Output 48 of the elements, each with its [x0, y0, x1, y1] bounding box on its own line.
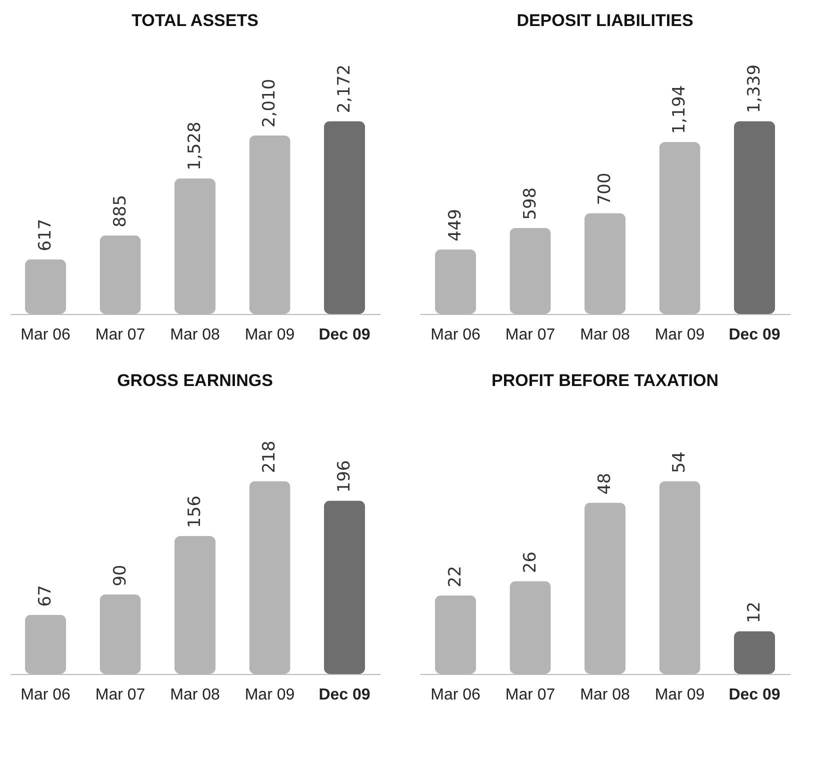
chart-title: TOTAL ASSETS — [132, 11, 258, 30]
x-tick-label: Mar 08 — [580, 686, 630, 704]
data-label: 598 — [520, 187, 540, 220]
x-tick-label: Mar 06 — [430, 686, 481, 704]
data-label: 700 — [595, 172, 615, 206]
data-label: 12 — [744, 602, 764, 624]
data-label: 48 — [595, 472, 615, 495]
chart-title: DEPOSIT LIABILITIES — [516, 11, 694, 30]
bar — [324, 121, 366, 314]
x-tick-label: Mar 07 — [95, 686, 146, 704]
x-tick-label: Mar 09 — [654, 686, 705, 704]
data-label: 885 — [110, 194, 130, 228]
x-tick-label: Mar 08 — [580, 326, 630, 344]
x-tick-label: Mar 06 — [20, 326, 71, 344]
x-tick-label: Mar 06 — [430, 326, 481, 344]
data-label: 156 — [185, 496, 205, 528]
data-label: 617 — [36, 218, 56, 252]
chart-title: GROSS EARNINGS — [117, 371, 273, 390]
x-tick-label: Mar 07 — [505, 686, 556, 704]
x-tick-label: Mar 09 — [244, 686, 295, 704]
x-tick-label: Dec 09 — [728, 686, 780, 704]
x-tick-label: Dec 09 — [318, 686, 370, 704]
data-label: 26 — [520, 552, 540, 574]
data-label: 2,010 — [260, 78, 280, 128]
x-tick-label: Mar 09 — [654, 326, 705, 344]
data-label: 218 — [260, 440, 280, 474]
x-tick-label: Dec 09 — [318, 326, 370, 344]
x-tick-label: Mar 09 — [244, 326, 295, 344]
x-tick-label: Mar 07 — [505, 326, 556, 344]
x-tick-label: Mar 06 — [20, 686, 71, 704]
x-tick-label: Mar 07 — [95, 326, 146, 344]
bar — [734, 121, 776, 314]
bar — [324, 500, 366, 674]
data-label: 54 — [670, 452, 690, 474]
x-tick-label: Dec 09 — [728, 326, 780, 344]
data-label: 449 — [446, 208, 466, 242]
data-label: 196 — [334, 460, 354, 493]
data-label: 2,172 — [334, 64, 354, 114]
data-label: 67 — [36, 585, 56, 607]
data-label: 1,528 — [185, 122, 205, 170]
chart-title: PROFIT BEFORE TAXATION — [492, 371, 718, 390]
data-label: 1,194 — [670, 85, 690, 134]
x-tick-label: Mar 08 — [170, 326, 220, 344]
bar — [734, 631, 776, 674]
data-label: 1,339 — [744, 64, 764, 114]
x-tick-label: Mar 08 — [170, 686, 220, 704]
data-label: 90 — [110, 564, 130, 586]
data-label: 22 — [446, 566, 466, 588]
